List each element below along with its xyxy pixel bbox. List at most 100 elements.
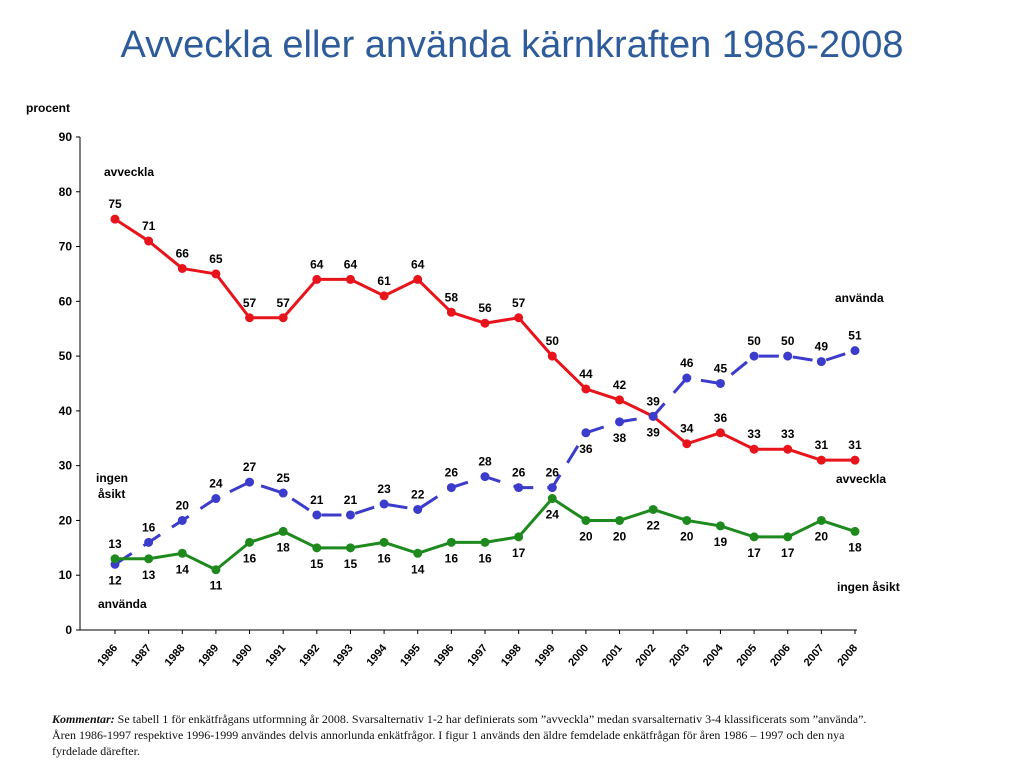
data-label-2: 15 — [344, 557, 358, 571]
annotation-end-ingen-asikt: ingen åsikt — [837, 580, 900, 594]
data-label-1: 38 — [613, 431, 627, 445]
data-label-1: 50 — [747, 334, 761, 348]
x-tick-label: 2002 — [634, 642, 659, 668]
data-point-0 — [312, 274, 322, 284]
data-label-2: 16 — [377, 551, 391, 565]
data-label-0: 65 — [209, 252, 223, 266]
data-label-1: 22 — [411, 487, 425, 501]
data-point-1 — [379, 499, 389, 509]
data-point-1 — [245, 477, 255, 487]
data-label-0: 31 — [815, 438, 829, 452]
data-label-0: 64 — [344, 257, 358, 271]
data-label-0: 64 — [411, 257, 425, 271]
data-label-0: 50 — [546, 334, 560, 348]
data-label-2: 18 — [848, 540, 862, 554]
data-point-0 — [211, 269, 221, 279]
data-point-1 — [211, 494, 221, 504]
x-tick-label: 2006 — [768, 642, 793, 668]
y-tick-label: 30 — [59, 459, 73, 473]
annotation-start-avveckla: avveckla — [104, 165, 154, 179]
data-label-1: 28 — [478, 455, 492, 469]
data-label-2: 17 — [747, 546, 761, 560]
data-point-1 — [615, 417, 625, 427]
data-label-1: 12 — [108, 573, 122, 587]
data-point-0 — [783, 444, 793, 454]
data-label-0: 64 — [310, 257, 324, 271]
annotation-start-anvanda: använda — [98, 597, 147, 611]
data-point-2 — [547, 494, 557, 504]
data-label-1: 20 — [176, 498, 190, 512]
x-tick-label: 1989 — [196, 642, 221, 668]
x-tick-label: 1990 — [230, 642, 255, 668]
data-point-0 — [850, 455, 860, 465]
annotation-end-avveckla: avveckla — [836, 472, 886, 486]
comment-label: Kommentar: — [52, 712, 115, 726]
data-label-0: 44 — [579, 367, 593, 381]
data-point-2 — [144, 554, 154, 564]
data-point-1 — [413, 504, 423, 514]
data-point-1 — [177, 515, 187, 525]
x-tick-label: 1995 — [398, 642, 423, 668]
data-point-0 — [110, 214, 120, 224]
data-label-0: 61 — [377, 274, 391, 288]
data-point-0 — [749, 444, 759, 454]
data-point-2 — [648, 504, 658, 514]
data-point-2 — [850, 526, 860, 536]
x-tick-label: 1987 — [129, 642, 154, 668]
x-tick-label: 2005 — [734, 642, 759, 668]
data-point-1 — [581, 428, 591, 438]
data-point-0 — [682, 439, 692, 449]
y-tick-label: 10 — [59, 568, 73, 582]
x-tick-label: 2001 — [600, 642, 625, 668]
data-point-2 — [749, 532, 759, 542]
data-point-2 — [480, 537, 490, 547]
data-label-1: 24 — [209, 477, 223, 491]
data-label-1: 50 — [781, 334, 795, 348]
y-tick-label: 90 — [59, 130, 73, 144]
data-point-0 — [278, 313, 288, 323]
data-label-1: 49 — [815, 340, 829, 354]
data-point-2 — [278, 526, 288, 536]
data-point-0 — [715, 428, 725, 438]
data-point-0 — [446, 307, 456, 317]
x-tick-label: 1993 — [331, 642, 356, 668]
x-tick-label: 2008 — [835, 642, 860, 668]
data-label-0: 31 — [848, 438, 862, 452]
line-chart: procent 0 10 20 30 40 50 60 70 80 90 1986 1987 1988 19… — [26, 101, 900, 669]
data-label-0: 42 — [613, 378, 627, 392]
data-point-0 — [581, 384, 591, 394]
data-label-1: 21 — [310, 493, 324, 507]
data-label-2: 16 — [445, 551, 459, 565]
data-label-0: 57 — [512, 296, 526, 310]
annotation-end-anvanda: använda — [835, 291, 884, 305]
data-point-2 — [615, 515, 625, 525]
data-label-0: 39 — [646, 394, 660, 408]
data-point-0 — [379, 291, 389, 301]
data-label-0: 56 — [478, 301, 492, 315]
data-label-1: 46 — [680, 356, 694, 370]
data-point-1 — [648, 411, 658, 421]
data-label-2: 16 — [243, 551, 257, 565]
y-tick-label: 0 — [65, 623, 72, 637]
chart-comment: Kommentar: Se tabell 1 för enkätfrågans … — [52, 711, 882, 759]
data-label-0: 57 — [243, 296, 257, 310]
x-tick-label: 1991 — [264, 642, 289, 668]
data-point-1 — [715, 378, 725, 388]
data-label-2: 14 — [176, 562, 190, 576]
data-label-2: 14 — [411, 562, 425, 576]
data-point-0 — [245, 313, 255, 323]
data-label-0: 36 — [714, 411, 728, 425]
data-point-0 — [177, 263, 187, 273]
data-point-0 — [413, 274, 423, 284]
slide-title: Avveckla eller använda kärnkraften 1986-… — [120, 24, 904, 66]
data-point-1 — [345, 510, 355, 520]
data-point-1 — [547, 483, 557, 493]
data-point-2 — [816, 515, 826, 525]
data-label-2: 15 — [310, 557, 324, 571]
y-tick-label: 70 — [59, 240, 73, 254]
data-label-2: 22 — [646, 518, 660, 532]
data-label-0: 57 — [277, 296, 291, 310]
data-point-2 — [312, 543, 322, 553]
data-label-0: 58 — [445, 290, 459, 304]
x-tick-label: 1994 — [364, 642, 389, 669]
